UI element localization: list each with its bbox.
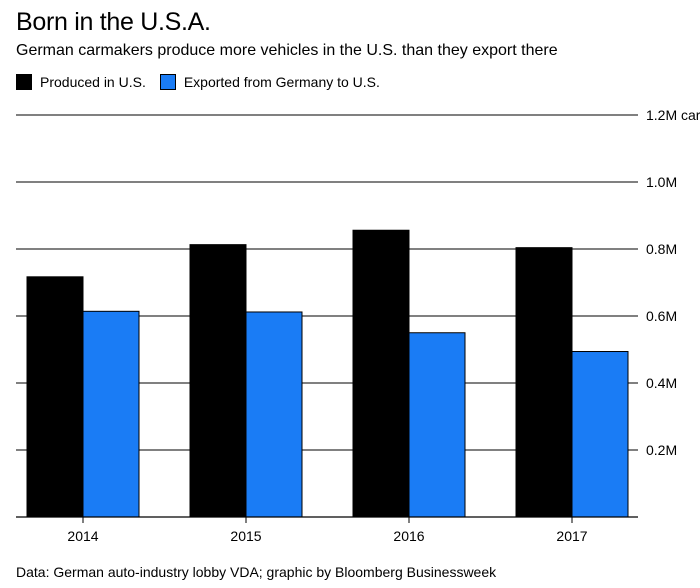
bar-exported-2015 [245,311,303,518]
bar-produced-2014 [26,276,84,518]
legend-label-exported: Exported from Germany to U.S. [183,74,380,90]
bar-exported-2016 [408,332,466,518]
legend-swatch-exported [159,74,176,90]
bar-produced-2017 [515,247,573,518]
y-tick-label: 1.0M [646,174,677,190]
y-tick-label: 0.2M [646,442,677,458]
bar-exported-2014 [82,310,140,518]
legend-item-exported: Exported from Germany to U.S. [159,74,380,90]
y-tick-label: 1.2M cars [646,107,700,123]
bar-exported-2017 [571,351,629,518]
source-note: Data: German auto-industry lobby VDA; gr… [16,564,497,580]
x-tick-label: 2017 [556,528,587,544]
x-tick-label: 2015 [230,528,261,544]
chart-title: Born in the U.S.A. [16,8,211,36]
legend-item-produced: Produced in U.S. [16,74,146,90]
y-tick-label: 0.4M [646,375,677,391]
legend-label-produced: Produced in U.S. [40,74,146,90]
bar-produced-2016 [352,229,410,518]
bar-produced-2015 [189,244,247,518]
chart-subtitle: German carmakers produce more vehicles i… [16,42,558,59]
y-tick-label: 0.8M [646,241,677,257]
x-tick-label: 2014 [67,528,98,544]
legend-swatch-produced [16,74,32,90]
x-tick-label: 2016 [393,528,424,544]
y-tick-label: 0.6M [646,308,677,324]
legend: Produced in U.S. Exported from Germany t… [16,74,394,90]
